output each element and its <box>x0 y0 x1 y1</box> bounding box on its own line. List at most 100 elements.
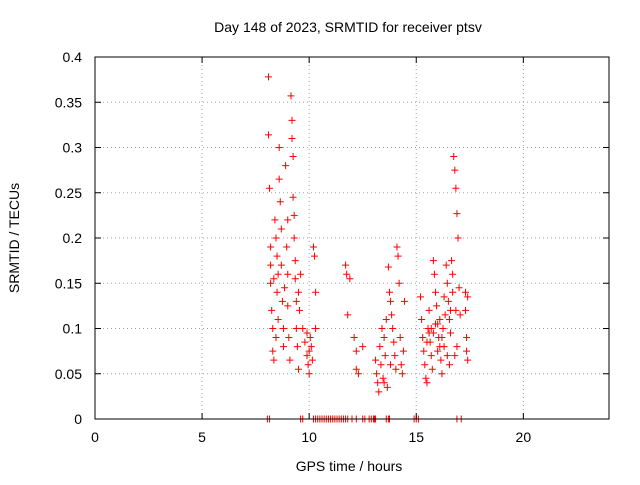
data-point <box>432 320 440 328</box>
data-point <box>264 73 272 81</box>
grid-lines <box>95 57 609 419</box>
x-tick-label: 15 <box>408 429 424 445</box>
data-point <box>383 383 391 391</box>
data-point <box>427 325 435 332</box>
data-point <box>303 352 311 360</box>
data-point <box>305 370 313 378</box>
data-point <box>269 325 277 332</box>
data-point <box>276 198 284 206</box>
y-axis-label: SRMTID / TECUs <box>6 183 22 293</box>
y-tick-label: 0.35 <box>55 94 82 110</box>
data-point <box>443 352 451 360</box>
data-point <box>377 361 385 369</box>
data-point <box>391 352 399 360</box>
data-point <box>372 356 380 364</box>
data-point <box>447 329 455 337</box>
data-point <box>272 334 280 342</box>
data-point <box>422 374 430 382</box>
data-point <box>354 370 362 378</box>
y-tick-label: 0.4 <box>63 49 83 65</box>
data-point <box>421 361 429 369</box>
data-point <box>290 211 298 219</box>
data-point <box>449 288 457 296</box>
data-point <box>400 297 408 305</box>
x-tick-label: 20 <box>516 429 532 445</box>
y-tick-label: 0.05 <box>55 366 82 382</box>
data-point <box>344 311 352 319</box>
data-point <box>352 347 360 355</box>
data-point <box>350 334 358 342</box>
data-point <box>445 315 453 323</box>
data-point <box>267 243 275 251</box>
data-point <box>279 343 287 351</box>
data-point <box>439 325 447 332</box>
data-point <box>451 166 459 174</box>
data-point <box>296 306 304 314</box>
data-point <box>306 334 314 342</box>
data-point <box>453 343 461 351</box>
data-point <box>309 243 317 251</box>
data-point <box>277 261 285 269</box>
data-point <box>272 234 280 242</box>
data-point <box>288 134 296 142</box>
data-point <box>428 365 436 373</box>
data-point <box>445 361 453 369</box>
data-point <box>454 234 462 242</box>
data-point <box>455 284 463 292</box>
data-point <box>423 379 431 387</box>
data-point <box>268 306 276 314</box>
data-point <box>430 270 438 278</box>
data-point <box>291 275 299 283</box>
data-point <box>442 261 450 269</box>
data-point <box>380 334 388 342</box>
data-point <box>436 315 444 323</box>
data-point <box>271 216 279 224</box>
data-point <box>286 356 294 364</box>
data-point <box>312 288 320 296</box>
y-tick-label: 0.2 <box>63 230 83 246</box>
y-tick-label: 0.1 <box>63 321 83 337</box>
data-point <box>301 338 309 346</box>
data-point <box>456 311 464 319</box>
data-point <box>444 297 452 305</box>
data-point <box>308 356 316 364</box>
data-point <box>274 315 282 323</box>
data-point <box>390 338 398 346</box>
data-point <box>294 288 302 296</box>
data-point <box>399 347 407 355</box>
data-point <box>288 116 296 124</box>
data-point <box>299 325 307 332</box>
data-point <box>376 343 384 351</box>
data-point <box>440 343 448 351</box>
chart-title: Day 148 of 2023, SRMTID for receiver pts… <box>214 19 482 35</box>
data-point <box>396 334 404 342</box>
data-point <box>417 293 425 301</box>
data-point <box>346 275 354 283</box>
data-point <box>443 279 451 287</box>
data-point <box>287 92 295 100</box>
data-point <box>374 379 382 387</box>
data-point <box>389 325 397 332</box>
data-point <box>432 288 440 296</box>
data-point <box>274 270 282 278</box>
data-point <box>385 288 393 296</box>
data-point <box>380 379 388 387</box>
data-point <box>418 315 426 323</box>
y-tick-label: 0.3 <box>63 140 83 156</box>
data-point <box>293 343 301 351</box>
data-point <box>284 216 292 224</box>
data-point <box>434 347 442 355</box>
data-point <box>392 365 400 373</box>
data-point <box>283 243 291 251</box>
data-point <box>352 365 360 373</box>
data-point <box>289 193 297 201</box>
x-axis-label: GPS time / hours <box>296 458 403 474</box>
data-point <box>342 261 350 269</box>
data-point <box>394 252 402 260</box>
data-point <box>264 131 272 139</box>
data-point <box>462 288 470 296</box>
data-point <box>270 356 278 364</box>
data-point <box>373 370 381 378</box>
data-point <box>290 234 298 242</box>
